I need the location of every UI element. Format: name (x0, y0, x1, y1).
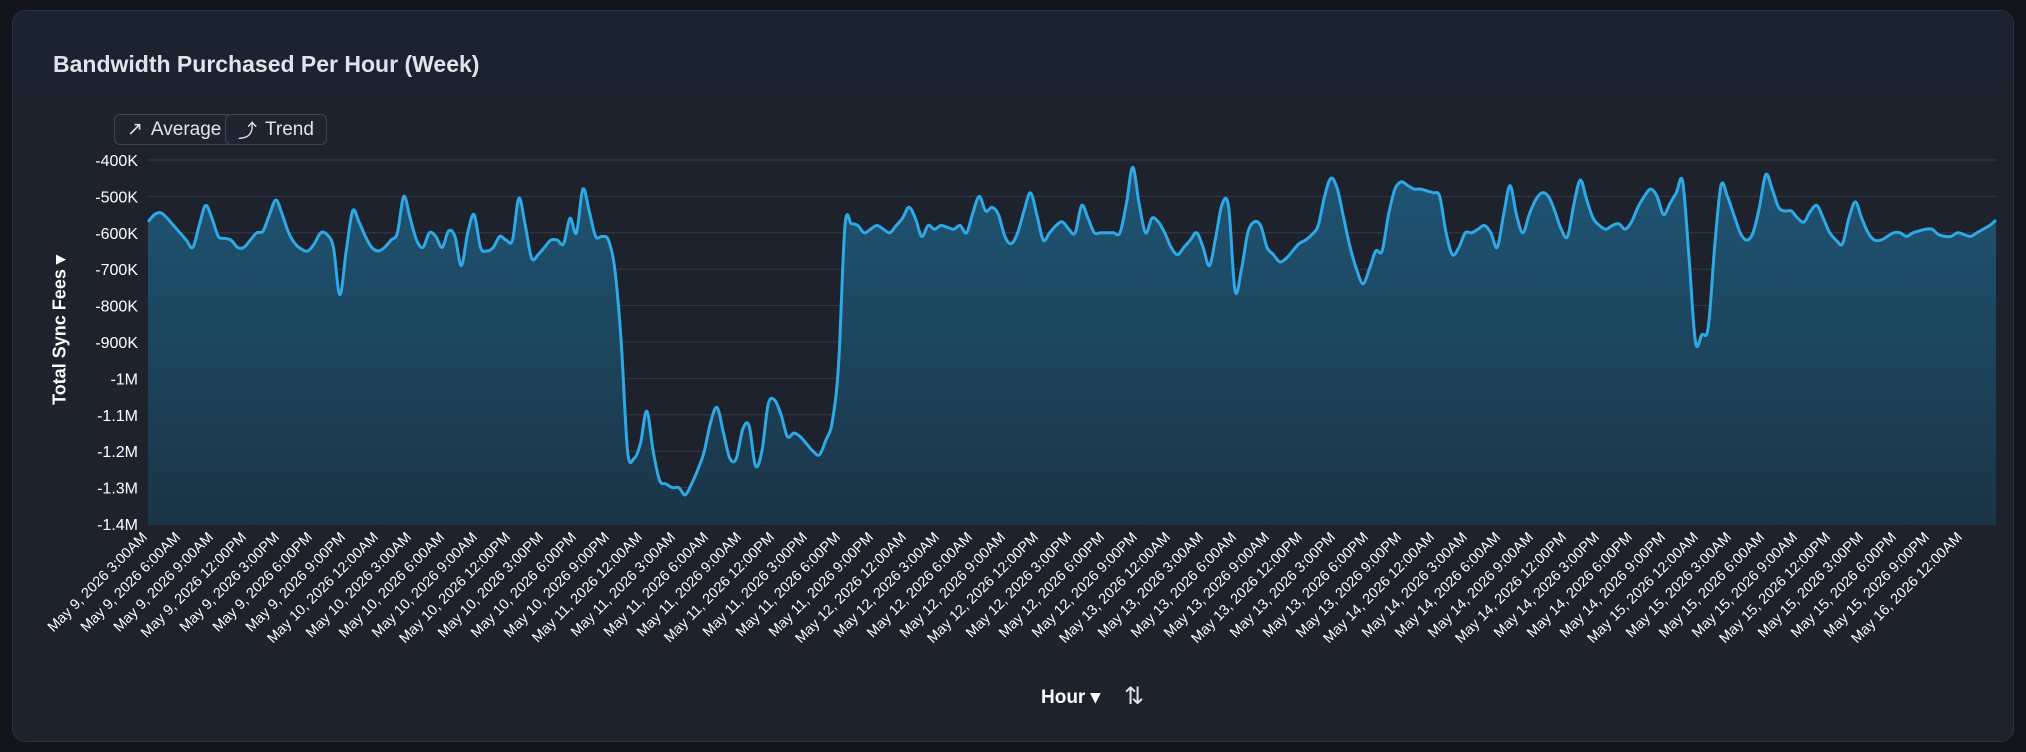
y-tick-label: -900K (95, 335, 138, 352)
y-tick-label: -600K (95, 226, 138, 243)
y-tick-label: -800K (95, 299, 138, 316)
y-tick-label: -1.3M (97, 481, 138, 498)
y-tick-label: -1M (110, 371, 138, 388)
arrow-up-right-icon: ↗ (127, 119, 143, 140)
chart-title: Bandwidth Purchased Per Hour (Week) (53, 51, 480, 77)
y-tick-label: -1.2M (97, 444, 138, 461)
y-tick-label: -400K (95, 153, 138, 170)
trend-curve-icon: ⤴ (238, 121, 258, 142)
trend-button-label: Trend (265, 118, 314, 140)
average-button-label: Average (150, 118, 222, 140)
y-tick-label: -1.4M (97, 517, 138, 534)
y-axis-label[interactable]: Total Sync Fees ▾ (49, 255, 70, 405)
y-tick-label: -500K (95, 189, 138, 206)
series-line (146, 165, 1997, 497)
y-axis: -400K -500K -600K -700K -800K -900K -1M -1.1M -1… (95, 153, 138, 534)
trend-button[interactable]: ⤴ Trend (225, 114, 327, 145)
y-tick-label: -700K (95, 262, 138, 279)
x-axis-label[interactable]: Hour ▾ (1041, 687, 1101, 708)
y-tick-label: -1.1M (97, 408, 138, 425)
card-header (13, 11, 2013, 91)
series-area (148, 167, 1996, 525)
sort-icon[interactable]: ⇅ (1124, 683, 1145, 710)
